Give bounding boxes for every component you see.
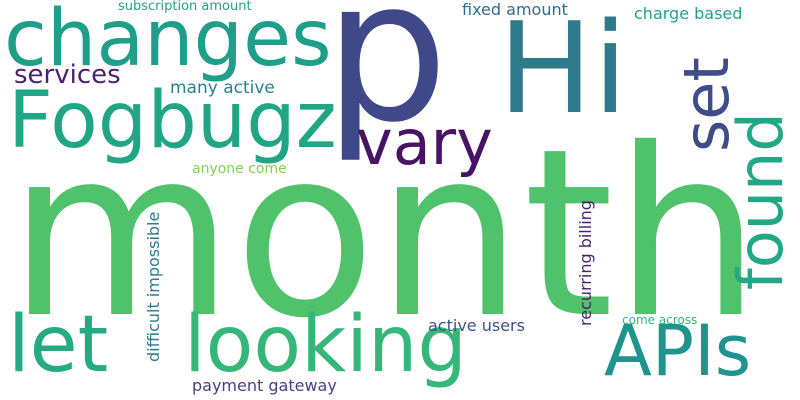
word-found: found [730, 112, 792, 290]
word-looking: looking [184, 306, 467, 384]
word-difficult-impossible: difficult impossible [146, 212, 162, 362]
word-active-users: active users [428, 318, 525, 334]
word-charge-based: charge based [634, 6, 742, 22]
word-fixed-amount: fixed amount [462, 2, 568, 18]
word-many-active: many active [170, 80, 275, 97]
word-vary: vary [356, 112, 493, 174]
word-let: let [8, 306, 108, 384]
word-services: services [14, 62, 121, 88]
word-come-across: come across [622, 314, 697, 326]
word-hi: Hi [498, 6, 628, 132]
word-payment-gateway: payment gateway [192, 378, 337, 394]
word-subscription-amount: subscription amount [118, 0, 252, 13]
word-anyone-come: anyone come [192, 162, 287, 176]
word-recurring-billing: recurring billing [578, 200, 594, 326]
